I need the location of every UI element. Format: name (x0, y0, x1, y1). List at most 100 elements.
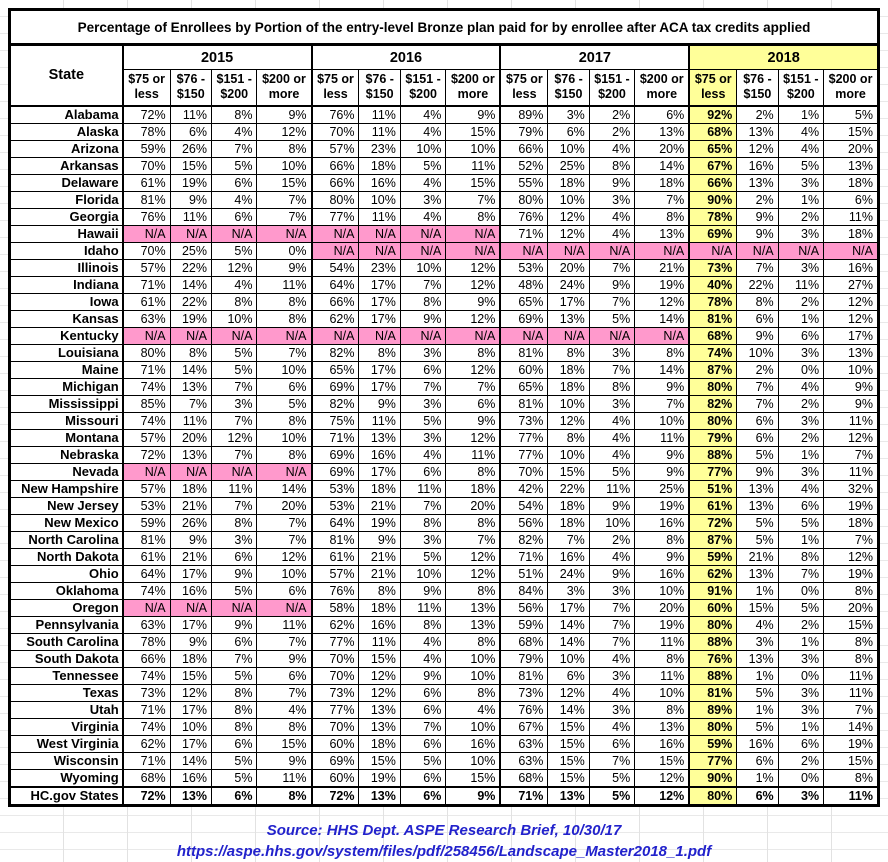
value-cell: 6% (777, 496, 825, 515)
value-cell: 61% (122, 547, 171, 566)
value-cell: 8% (445, 207, 502, 226)
value-cell: 9% (256, 258, 313, 277)
value-cell: 9% (169, 632, 213, 651)
value-cell: 9% (634, 377, 691, 396)
value-cell: 1% (777, 190, 825, 209)
state-label: North Dakota (8, 547, 124, 566)
value-cell: 70% (311, 666, 360, 685)
value-cell: 3% (211, 530, 258, 549)
value-cell: 16% (169, 768, 213, 787)
state-label: Texas (8, 683, 124, 702)
value-cell: 66% (688, 173, 738, 192)
value-cell: 8% (777, 547, 825, 566)
value-cell: 3% (777, 411, 825, 430)
source-url-link[interactable]: https://aspe.hhs.gov/system/files/pdf/25… (176, 842, 712, 860)
col-header-2016-75-or-less: $75 or less (311, 69, 360, 107)
value-cell: 60% (311, 734, 360, 753)
value-cell: 9% (634, 462, 691, 481)
value-cell: 59% (499, 615, 549, 634)
value-cell: 5% (399, 411, 447, 430)
value-cell: 9% (736, 224, 779, 243)
value-cell: 4% (588, 207, 636, 226)
value-cell: 25% (634, 479, 691, 498)
value-cell: 4% (588, 428, 636, 447)
table-row: Mississippi 85% 7% 3% 5% 82% 9% 3% 6% 81% 10% 3% 7% 8… (8, 394, 879, 413)
table-row: Idaho 70% 25% 5% 0% N/A N/A N/A N/A N/A N/A N/A N/A N… (8, 241, 879, 260)
state-label: Kentucky (8, 326, 124, 345)
value-cell: 8% (256, 309, 313, 328)
value-cell: 7% (736, 258, 779, 277)
value-cell: 0% (777, 581, 825, 600)
value-cell: 7% (588, 360, 636, 379)
value-cell: 81% (499, 666, 549, 685)
state-label: Montana (8, 428, 124, 447)
value-cell: 11% (823, 666, 879, 685)
value-cell: 8% (211, 717, 258, 736)
value-cell: 4% (399, 122, 447, 141)
value-cell: 13% (736, 122, 779, 141)
value-cell: 69% (311, 462, 360, 481)
value-cell: 11% (823, 785, 879, 806)
table-row: Oregon N/A N/A N/A N/A 58% 18% 11% 13% 56% 17% 7% 20… (8, 598, 879, 617)
value-cell: 8% (634, 343, 691, 362)
value-cell: 13% (445, 615, 502, 634)
value-cell: 4% (777, 377, 825, 396)
value-cell: 22% (736, 275, 779, 294)
value-cell: 6% (736, 785, 779, 806)
value-cell: 4% (777, 479, 825, 498)
value-cell: N/A (169, 462, 213, 481)
value-cell: 9% (445, 411, 502, 430)
value-cell: 53% (499, 258, 549, 277)
value-cell: 13% (547, 309, 590, 328)
value-cell: 10% (399, 564, 447, 583)
value-cell: 0% (256, 241, 313, 260)
value-cell: 8% (823, 632, 879, 651)
value-cell: 13% (169, 445, 213, 464)
value-cell: 7% (211, 496, 258, 515)
value-cell: 59% (688, 547, 738, 566)
value-cell: 12% (445, 428, 502, 447)
value-cell: 68% (122, 768, 171, 787)
value-cell: 19% (169, 309, 213, 328)
value-cell: 11% (211, 479, 258, 498)
value-cell: 11% (445, 156, 502, 175)
value-cell: 79% (688, 428, 738, 447)
table-row: Alaska 78% 6% 4% 12% 70% 11% 4% 15% 79% 6% 2% 13% 68%… (8, 122, 879, 141)
state-label: Oklahoma (8, 581, 124, 600)
value-cell: N/A (169, 598, 213, 617)
value-cell: 0% (777, 360, 825, 379)
col-header-2017-76-150: $76 - $150 (547, 69, 590, 107)
value-cell: 9% (736, 462, 779, 481)
value-cell: 9% (399, 581, 447, 600)
value-cell: 2% (736, 105, 779, 124)
value-cell: 7% (777, 564, 825, 583)
value-cell: 61% (688, 496, 738, 515)
value-cell: 15% (736, 598, 779, 617)
value-cell: 8% (256, 139, 313, 158)
value-cell: 7% (399, 377, 447, 396)
value-cell: 10% (256, 156, 313, 175)
value-cell: 4% (588, 139, 636, 158)
value-cell: 7% (256, 513, 313, 532)
value-cell: 13% (736, 564, 779, 583)
value-cell: N/A (169, 224, 213, 243)
value-cell: 3% (777, 700, 825, 719)
value-cell: 80% (688, 717, 738, 736)
value-cell: 82% (499, 530, 549, 549)
value-cell: 5% (777, 156, 825, 175)
value-cell: 62% (122, 734, 171, 753)
table-row: Maine 71% 14% 5% 10% 65% 17% 6% 12% 60% 18% 7% 14% 87… (8, 360, 879, 379)
value-cell: 14% (256, 479, 313, 498)
value-cell: N/A (211, 224, 258, 243)
value-cell: 62% (311, 309, 360, 328)
table-row: Hawaii N/A N/A N/A N/A N/A N/A N/A N/A 71% 12% 4% 13… (8, 224, 879, 243)
value-cell: 6% (211, 734, 258, 753)
value-cell: 16% (736, 156, 779, 175)
value-cell: 15% (169, 156, 213, 175)
value-cell: 64% (311, 275, 360, 294)
value-cell: 8% (445, 683, 502, 702)
value-cell: N/A (358, 224, 401, 243)
value-cell: 65% (499, 377, 549, 396)
value-cell: 71% (499, 547, 549, 566)
value-cell: 7% (736, 394, 779, 413)
